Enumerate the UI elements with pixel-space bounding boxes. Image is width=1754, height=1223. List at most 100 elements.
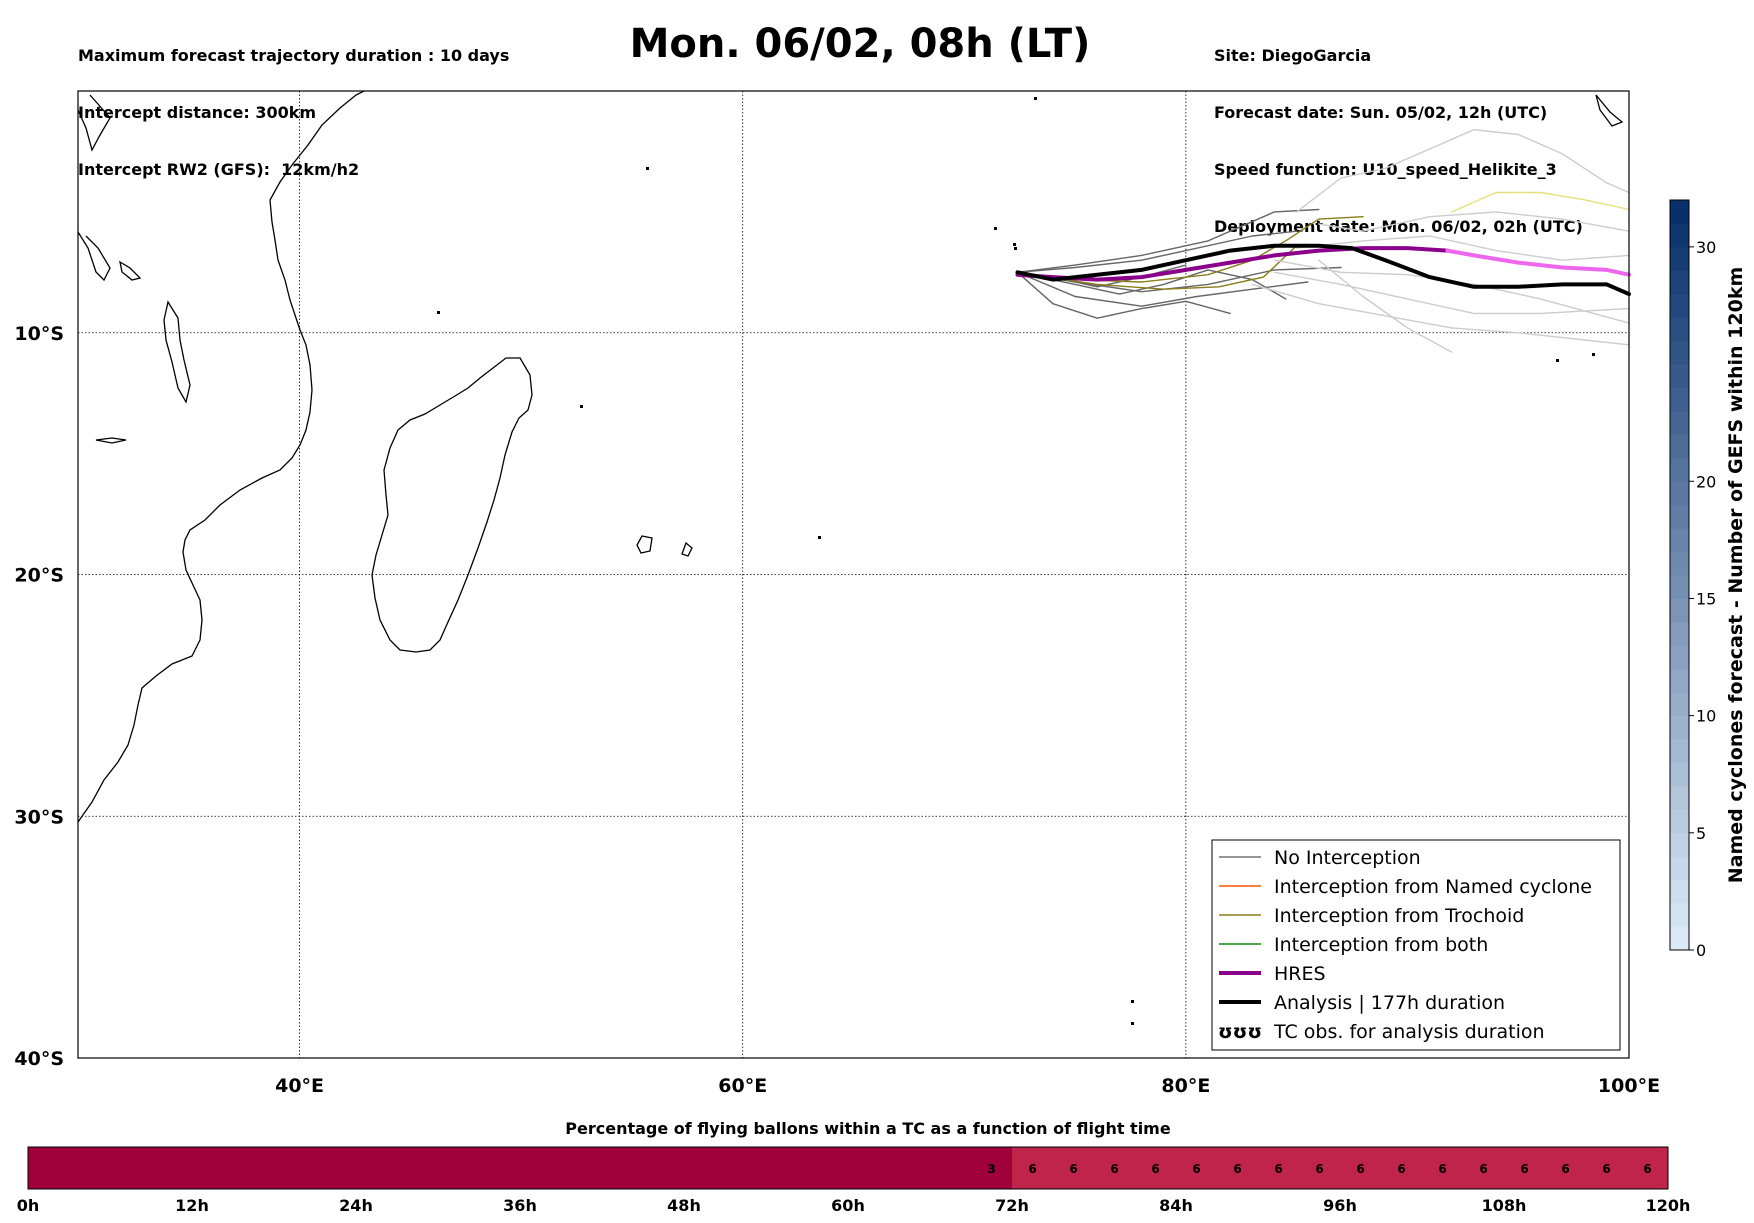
timebar-tick-label: 36h [503, 1196, 537, 1215]
timebar-cell-value: 6 [1356, 1162, 1364, 1176]
colorbar-segment [1670, 317, 1689, 342]
colorbar-segment [1670, 785, 1689, 810]
islet-marker [1013, 243, 1016, 246]
tc-obs-symbol: ʊʊʊ [1218, 1021, 1262, 1043]
island-coastline [681, 541, 693, 557]
map-tick-labels: 40°E 60°E 80°E 100°E 10°S 20°S 30°S 40°S [14, 323, 1660, 1097]
colorbar-segment [1670, 668, 1689, 693]
chart-title: Mon. 06/02, 08h (LT) [629, 21, 1091, 67]
colorbar-segment [1670, 434, 1689, 459]
colorbar-segment [1670, 223, 1689, 248]
timebar-cell-value: 6 [1643, 1162, 1651, 1176]
timebar-tick-label: 12h [175, 1196, 209, 1215]
lat-tick-label: 20°S [14, 565, 64, 587]
colorbar-tick-label: 15 [1696, 589, 1716, 608]
header-left-line: Maximum forecast trajectory duration : 1… [78, 46, 510, 65]
legend-label: No Interception [1274, 847, 1421, 869]
trajectory-line [1318, 259, 1453, 353]
island-coastline [95, 437, 127, 444]
colorbar-segment [1670, 598, 1689, 623]
timebar-tick-label: 60h [831, 1196, 865, 1215]
colorbar-segment [1670, 481, 1689, 506]
timebar-cell-value: 6 [1028, 1162, 1036, 1176]
islet-marker [437, 311, 440, 314]
somali-coastline [77, 94, 111, 152]
colorbar-segment [1670, 270, 1689, 295]
timebar-tick-label: 84h [1159, 1196, 1193, 1215]
island-coastline [1595, 94, 1624, 127]
timebar-cell [1135, 1147, 1177, 1189]
lon-tick-label: 80°E [1161, 1075, 1210, 1097]
timebar-cell [1258, 1147, 1300, 1189]
timebar-title: Percentage of flying ballons within a TC… [565, 1119, 1171, 1138]
timebar-cell [1381, 1147, 1423, 1189]
colorbar-segment [1670, 551, 1689, 576]
timebar-cell-value: 6 [1561, 1162, 1569, 1176]
legend-label: Interception from Trochoid [1274, 905, 1524, 927]
timebar-tick-label: 72h [995, 1196, 1029, 1215]
lat-tick-label: 30°S [14, 806, 64, 828]
islet-marker [818, 536, 821, 539]
timebar-cell-value: 6 [1397, 1162, 1405, 1176]
coastline-layer [77, 90, 1624, 1025]
colorbar-segment [1670, 715, 1689, 740]
timebar-cell-value: 6 [1274, 1162, 1282, 1176]
madagascar-coastline [371, 357, 533, 653]
lon-tick-label: 60°E [718, 1075, 767, 1097]
colorbar-segment [1670, 739, 1689, 763]
timebar-cell-value: 3 [987, 1162, 995, 1176]
timebar-tick-label: 96h [1323, 1196, 1357, 1215]
colorbar-segment [1670, 621, 1689, 646]
colorbar-tick-label: 30 [1696, 238, 1716, 257]
islet-marker [1556, 359, 1559, 362]
timebar-cell-value: 6 [1151, 1162, 1159, 1176]
colorbar-segment [1670, 387, 1689, 412]
timebar-tick-label: 120h [1646, 1196, 1691, 1215]
timebar-frame [27, 1146, 1669, 1190]
colorbar-frame [1669, 199, 1690, 951]
timebar-zero-span [28, 1147, 971, 1189]
legend-label: TC obs. for analysis duration [1273, 1021, 1545, 1043]
island-coastline [163, 300, 191, 404]
colorbar-segment [1670, 340, 1689, 365]
timebar-cell [1586, 1147, 1628, 1189]
timebar: Percentage of flying ballons within a TC… [17, 1119, 1691, 1215]
trajectory-line [1450, 191, 1630, 213]
timebar-tick-label: 0h [17, 1196, 40, 1215]
arabia-coastline [77, 231, 111, 282]
colorbar-title: Named cyclones forecast - Number of GEFS… [1725, 267, 1747, 884]
timebar-tick-label: 108h [1482, 1196, 1527, 1215]
colorbar-segment [1670, 457, 1689, 482]
trajectory-line [1273, 271, 1630, 315]
colorbar-segment [1670, 692, 1689, 717]
colorbar-segment [1670, 645, 1689, 670]
africa-coastline [77, 90, 365, 823]
timebar-cell-value: 6 [1602, 1162, 1610, 1176]
timebar-cell [1299, 1147, 1341, 1189]
timebar-cell [1422, 1147, 1464, 1189]
colorbar-segment [1670, 856, 1689, 881]
timebar-cell [1463, 1147, 1505, 1189]
colorbar-segment [1670, 809, 1689, 834]
colorbar-segment [1670, 410, 1689, 435]
trajectory-line [1016, 208, 1320, 273]
timebar-cell-value: 6 [1520, 1162, 1528, 1176]
trajectory-line [1016, 244, 1298, 290]
islet-marker [1014, 247, 1017, 250]
colorbar-segment [1670, 504, 1689, 529]
timebar-cell [1504, 1147, 1546, 1189]
header-right-line: Site: DiegoGarcia [1214, 46, 1372, 65]
trajectory-layer [1015, 128, 1631, 353]
timebar-cell [1053, 1147, 1095, 1189]
map-frame [77, 90, 1630, 1059]
header-left-info: Maximum forecast trajectory duration : 1… [78, 8, 509, 198]
islet-marker [1131, 1000, 1134, 1003]
legend-label: Analysis | 177h duration [1274, 992, 1505, 1014]
timebar-cell [1545, 1147, 1587, 1189]
lat-tick-label: 10°S [14, 323, 64, 345]
trajectory-line [1251, 283, 1630, 346]
colorbar-segment [1670, 879, 1689, 904]
colorbar-segment [1670, 575, 1689, 599]
island-coastline [636, 535, 653, 554]
header-left-line: Intercept RW2 (GFS): 12km/h2 [78, 160, 360, 179]
